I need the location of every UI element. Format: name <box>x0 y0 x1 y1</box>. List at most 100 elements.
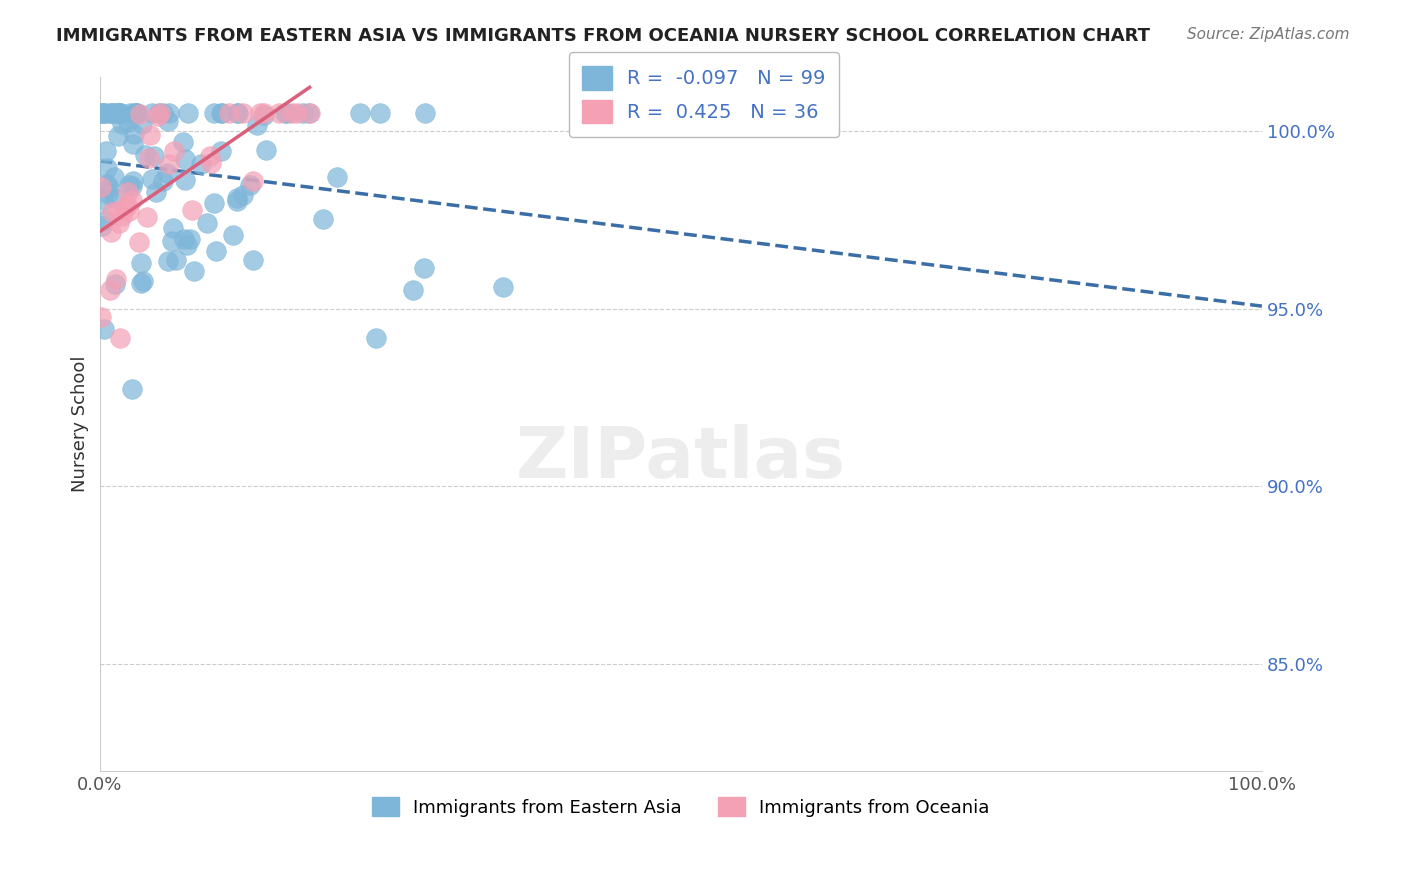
Point <box>273 106 295 120</box>
Point <box>163 144 186 158</box>
Point <box>141 106 163 120</box>
Point <box>165 253 187 268</box>
Point <box>276 106 298 120</box>
Point <box>94 106 117 120</box>
Point <box>108 106 131 120</box>
Point <box>298 106 321 120</box>
Point <box>129 276 152 290</box>
Point <box>104 277 127 291</box>
Point <box>413 260 436 275</box>
Point <box>111 210 134 224</box>
Point <box>368 106 391 120</box>
Point <box>157 157 180 171</box>
Point <box>122 174 145 188</box>
Point <box>209 106 232 120</box>
Point <box>100 225 122 239</box>
Point <box>200 156 222 170</box>
Point <box>110 106 132 120</box>
Point <box>349 106 371 120</box>
Point <box>228 106 250 120</box>
Point <box>402 284 425 298</box>
Point <box>157 106 180 120</box>
Point <box>103 106 125 120</box>
Point <box>211 106 233 120</box>
Point <box>202 106 225 120</box>
Point <box>179 232 201 246</box>
Point <box>148 106 170 120</box>
Point <box>115 198 138 212</box>
Point <box>173 153 195 167</box>
Point <box>111 117 134 131</box>
Point <box>162 234 184 248</box>
Point <box>128 235 150 250</box>
Point <box>225 106 247 120</box>
Point <box>162 221 184 235</box>
Point <box>157 114 180 128</box>
Point <box>218 106 240 120</box>
Point <box>117 115 139 129</box>
Point <box>100 284 122 298</box>
Point <box>242 174 264 188</box>
Point <box>93 106 115 120</box>
Point <box>107 128 129 143</box>
Point <box>225 191 247 205</box>
Point <box>183 263 205 277</box>
Point <box>96 161 118 175</box>
Point <box>105 106 128 120</box>
Point <box>90 180 112 194</box>
Point <box>93 322 115 336</box>
Point <box>146 109 169 123</box>
Point <box>285 106 308 120</box>
Point <box>152 106 174 120</box>
Point <box>195 216 218 230</box>
Point <box>97 186 120 201</box>
Point <box>252 106 274 120</box>
Point <box>156 166 179 180</box>
Point <box>239 178 262 193</box>
Point <box>122 137 145 152</box>
Point <box>91 219 114 233</box>
Point <box>118 178 141 193</box>
Point <box>98 181 121 195</box>
Point <box>142 149 165 163</box>
Point <box>136 210 159 224</box>
Point <box>298 106 321 120</box>
Point <box>173 232 195 246</box>
Point <box>325 169 347 184</box>
Point <box>104 272 127 286</box>
Point <box>172 135 194 149</box>
Point <box>108 331 131 345</box>
Point <box>131 117 153 131</box>
Point <box>138 128 160 142</box>
Point <box>100 106 122 120</box>
Point <box>94 212 117 227</box>
Point <box>125 106 148 120</box>
Point <box>226 194 249 208</box>
Point <box>134 147 156 161</box>
Point <box>90 106 112 120</box>
Point <box>202 196 225 211</box>
Text: ZIPatlas: ZIPatlas <box>516 425 846 493</box>
Point <box>110 106 132 120</box>
Point <box>312 212 335 227</box>
Point <box>291 106 314 120</box>
Point <box>104 191 127 205</box>
Point <box>232 106 254 120</box>
Point <box>180 203 202 218</box>
Point <box>209 144 232 158</box>
Point <box>204 244 226 258</box>
Point <box>149 106 172 120</box>
Point <box>221 227 243 242</box>
Point <box>125 106 148 120</box>
Point <box>174 173 197 187</box>
Point <box>125 106 148 120</box>
Point <box>121 193 143 207</box>
Point <box>129 107 152 121</box>
Point <box>200 149 222 163</box>
Point <box>145 185 167 199</box>
Point <box>124 106 146 120</box>
Point <box>254 144 277 158</box>
Point <box>232 188 254 202</box>
Point <box>100 106 122 120</box>
Point <box>108 216 131 230</box>
